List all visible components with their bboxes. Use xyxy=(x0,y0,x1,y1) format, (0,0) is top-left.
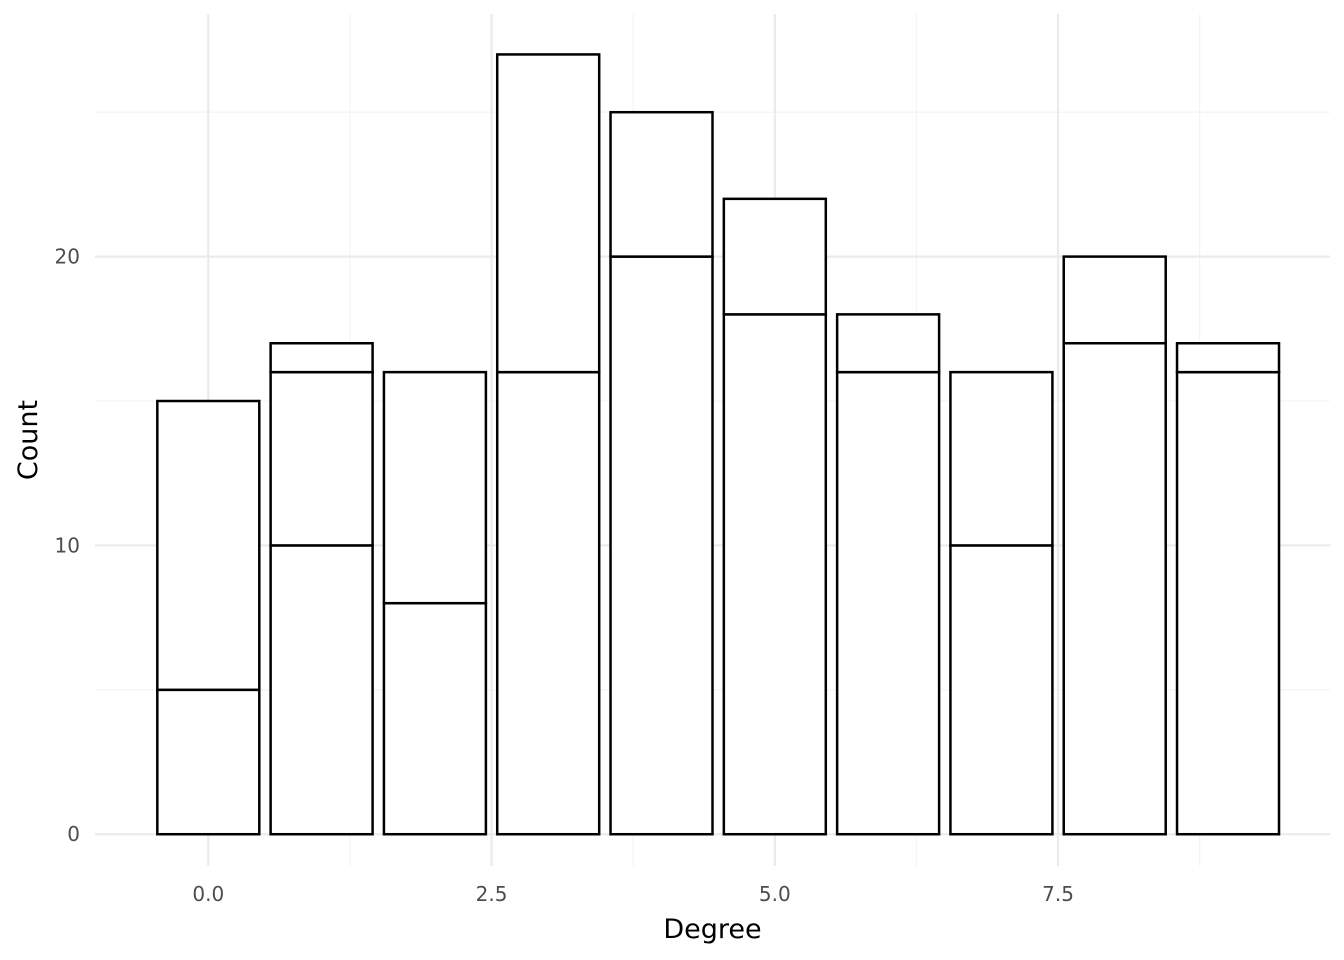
bar-stack xyxy=(382,370,488,836)
y-axis-title: Count xyxy=(13,400,44,480)
bar-stack xyxy=(1175,341,1281,836)
bar-segment xyxy=(835,370,941,836)
bar-segment xyxy=(609,110,714,258)
bar-segment xyxy=(495,370,601,836)
x-tick-label: 0.0 xyxy=(192,882,224,906)
y-tick-label: 20 xyxy=(55,245,80,269)
bar-stack xyxy=(1062,255,1167,836)
bar-segment xyxy=(835,313,941,374)
bar-stack xyxy=(949,370,1054,836)
bar-stack xyxy=(269,341,374,836)
x-tick-label: 2.5 xyxy=(476,882,508,906)
bar-segment xyxy=(269,370,374,547)
bars xyxy=(156,53,1281,836)
bar-stack xyxy=(722,197,828,836)
bar-segment xyxy=(722,313,828,836)
bar-segment xyxy=(722,197,828,316)
bar-segment xyxy=(495,53,601,374)
y-tick-label: 0 xyxy=(67,822,80,846)
y-axis-ticks: 0 10 20 xyxy=(55,245,80,847)
bar-stack xyxy=(156,399,261,836)
bar-segment xyxy=(156,399,261,692)
bar-segment xyxy=(609,255,714,836)
bar-segment xyxy=(1062,341,1167,836)
bar-stack xyxy=(835,313,941,836)
bar-segment xyxy=(382,601,488,836)
bar-segment xyxy=(156,688,261,836)
x-tick-label: 5.0 xyxy=(759,882,791,906)
bar-stack xyxy=(495,53,601,836)
bar-segment xyxy=(269,341,374,374)
x-tick-label: 7.5 xyxy=(1042,882,1074,906)
bar-segment xyxy=(1062,255,1167,345)
bar-stack xyxy=(609,110,714,836)
x-axis-title: Degree xyxy=(663,914,761,945)
x-axis-ticks: 0.0 2.5 5.0 7.5 xyxy=(192,882,1074,906)
bar-segment xyxy=(382,370,488,605)
bar-segment xyxy=(269,544,374,836)
bar-segment xyxy=(949,370,1054,547)
bar-segment xyxy=(949,544,1054,836)
y-tick-label: 10 xyxy=(55,533,80,557)
bar-segment xyxy=(1175,341,1281,374)
bar-segment xyxy=(1175,370,1281,836)
